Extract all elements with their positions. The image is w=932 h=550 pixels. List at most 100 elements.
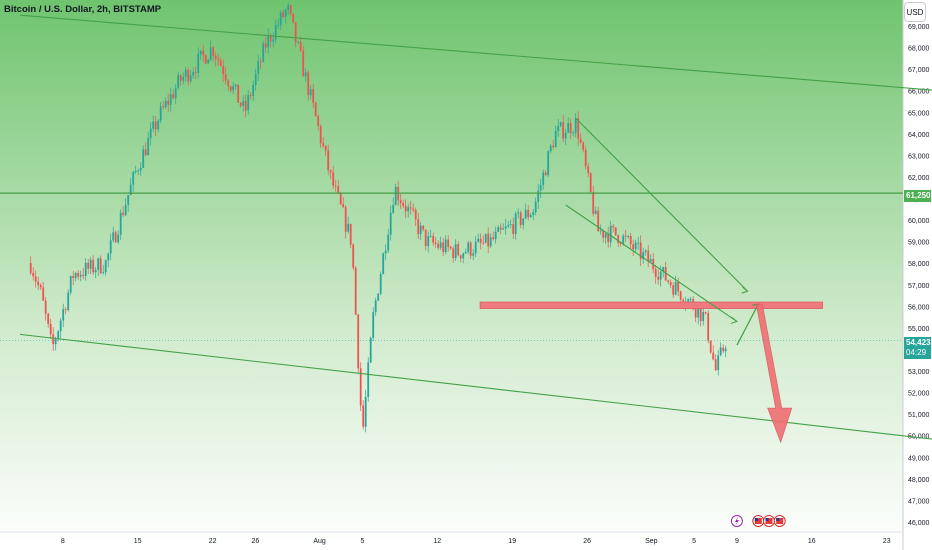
x-tick-label: 23 <box>883 538 891 545</box>
y-tick-label: 66,000 <box>908 89 930 96</box>
candle-body <box>564 132 567 139</box>
candle-body <box>514 213 517 234</box>
candle-body <box>307 72 310 96</box>
candle-body <box>609 225 612 243</box>
candle-body <box>712 352 715 360</box>
y-tick-label: 49,000 <box>908 455 930 462</box>
candle-body <box>534 201 537 213</box>
candle-body <box>687 299 690 304</box>
candle-body <box>104 260 107 273</box>
candle-body <box>69 275 72 293</box>
candle-body <box>412 208 415 211</box>
candle-body <box>429 235 432 237</box>
candle-body <box>177 75 180 89</box>
candle-body <box>279 12 282 25</box>
candle-body <box>392 205 395 213</box>
candle-body <box>689 299 692 300</box>
candle-body <box>459 255 462 259</box>
candle-body <box>497 227 500 232</box>
candle-body <box>184 69 187 77</box>
candle-body <box>142 149 145 168</box>
candle-body <box>34 276 37 282</box>
candle-body <box>522 218 525 225</box>
candle-body <box>472 253 475 256</box>
candle-body <box>84 262 87 276</box>
candle-body <box>324 145 327 151</box>
candle-body <box>139 167 142 171</box>
candle-body <box>374 300 377 313</box>
candle-body <box>332 172 335 186</box>
candle-body <box>222 65 225 75</box>
candle-body <box>707 313 710 341</box>
candle-body <box>212 47 215 56</box>
candle-body <box>622 235 625 244</box>
candle-body <box>512 224 515 234</box>
x-tick-label: 19 <box>508 538 516 545</box>
candle-body <box>262 43 265 62</box>
candle-body <box>217 58 220 61</box>
y-tick-label: 51,000 <box>908 412 930 419</box>
candle-body <box>619 242 622 244</box>
level-price-tag: 61,250 <box>904 190 931 202</box>
candle-body <box>577 118 580 139</box>
candle-body <box>42 287 45 301</box>
candle-body <box>457 244 460 256</box>
candle-body <box>642 252 645 260</box>
y-tick-label: 47,000 <box>908 498 930 505</box>
candle-body <box>437 243 440 248</box>
candle-body <box>97 258 100 270</box>
candle-body <box>302 50 305 77</box>
x-tick-label: 5 <box>692 538 696 545</box>
candle-body <box>572 132 575 134</box>
candle-body <box>94 269 97 273</box>
candle-body <box>544 172 547 176</box>
candle-body <box>129 184 132 196</box>
candle-body <box>257 61 260 74</box>
y-tick-label: 46,000 <box>908 520 930 527</box>
candle-body <box>722 347 725 352</box>
candle-body <box>582 142 585 150</box>
candle-body <box>37 281 40 286</box>
x-tick-label: Aug <box>313 538 326 545</box>
candle-body <box>174 88 177 99</box>
candle-body <box>164 100 167 108</box>
currency-button[interactable]: USD <box>904 2 926 22</box>
candle-body <box>64 309 67 311</box>
candle-body <box>299 41 302 51</box>
candle-body <box>527 209 530 218</box>
candle-body <box>719 347 722 356</box>
candle-body <box>204 55 207 64</box>
candle-body <box>562 122 565 139</box>
y-tick-label: 53,000 <box>908 369 930 376</box>
candle-body <box>637 242 640 244</box>
candle-body <box>359 368 362 406</box>
candle-body <box>44 300 47 314</box>
candle-body <box>697 307 700 318</box>
x-tick-label: Sep <box>645 538 658 545</box>
candle-body <box>602 230 605 238</box>
price-axis-background <box>903 0 932 550</box>
candle-body <box>294 22 297 43</box>
candle-body <box>567 123 570 133</box>
candle-body <box>384 250 387 254</box>
candle-body <box>169 94 172 105</box>
candle-body <box>702 311 705 322</box>
candle-body <box>287 5 290 10</box>
candle-body <box>557 125 560 132</box>
candle-body <box>99 258 102 274</box>
candle-body <box>369 337 372 363</box>
candle-body <box>179 75 182 81</box>
candle-body <box>167 100 170 105</box>
candle-body <box>122 212 125 216</box>
candle-body <box>479 238 482 243</box>
candle-body <box>499 227 502 230</box>
candle-body <box>277 24 280 26</box>
candle-body <box>404 205 407 212</box>
candle-body <box>327 150 330 171</box>
y-tick-label: 64,000 <box>908 132 930 139</box>
candle-body <box>549 145 552 152</box>
y-tick-label: 59,000 <box>908 240 930 247</box>
candle-body <box>102 272 105 274</box>
candle-body <box>579 138 582 143</box>
